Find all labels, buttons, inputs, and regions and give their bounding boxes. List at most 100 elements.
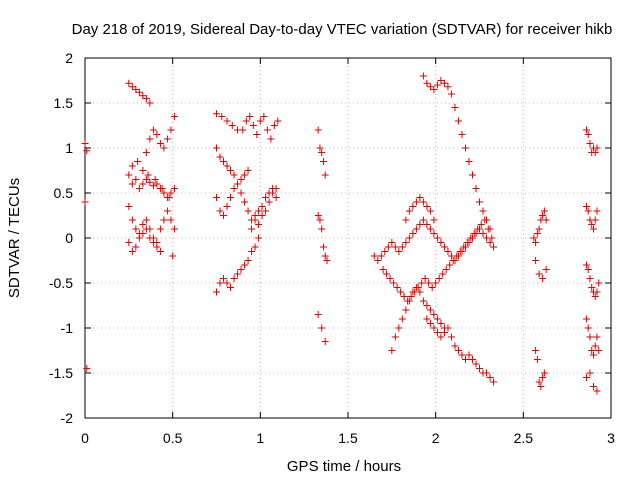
series-track-d: [125, 203, 178, 246]
data-point: [470, 230, 478, 237]
data-point: [591, 149, 599, 156]
data-point: [397, 288, 405, 296]
y-tick-label: -1.5: [49, 365, 73, 381]
data-point: [395, 324, 403, 332]
data-point: [216, 153, 224, 161]
data-point: [146, 135, 154, 143]
data-point: [170, 185, 178, 192]
data-point: [458, 131, 466, 138]
data-point: [228, 122, 236, 129]
data-point: [223, 203, 231, 210]
data-point: [458, 351, 466, 359]
data-point: [465, 351, 473, 359]
data-point: [586, 140, 594, 147]
y-tick-label: 0.5: [54, 185, 74, 201]
data-point: [460, 243, 468, 251]
data-point: [463, 239, 471, 246]
data-point: [425, 279, 433, 287]
y-tick-label: 1: [65, 140, 73, 156]
data-point: [426, 306, 434, 314]
series-track-w: [530, 207, 550, 246]
data-point: [426, 320, 434, 327]
data-point: [444, 83, 452, 91]
data-point: [128, 216, 136, 224]
data-point: [256, 117, 264, 125]
data-point: [156, 225, 164, 233]
data-marks: [81, 72, 603, 395]
data-point: [244, 167, 252, 174]
series-track-ad: [582, 369, 601, 395]
data-point: [167, 126, 175, 134]
data-point: [167, 216, 175, 224]
data-point: [409, 288, 417, 296]
data-point: [255, 234, 263, 242]
data-point: [589, 225, 597, 233]
data-point: [270, 122, 278, 129]
data-point: [449, 257, 457, 264]
series-track-ab: [582, 261, 603, 300]
data-point: [227, 284, 235, 291]
data-point: [535, 225, 543, 233]
data-point: [468, 356, 476, 363]
data-point: [153, 243, 161, 251]
data-point: [265, 198, 273, 206]
data-point: [395, 248, 403, 255]
data-point: [146, 178, 154, 186]
data-point: [321, 171, 329, 179]
data-point: [433, 329, 441, 336]
data-point: [262, 207, 270, 215]
data-point: [142, 176, 150, 183]
data-point: [433, 315, 441, 323]
data-point: [139, 167, 147, 174]
y-tick-label: -2: [61, 410, 74, 426]
x-tick-label: 1: [256, 430, 264, 446]
data-point: [213, 194, 220, 201]
series-track-y: [532, 347, 548, 390]
data-point: [593, 387, 601, 395]
data-point: [144, 171, 152, 179]
data-point: [490, 243, 498, 251]
series-track-v: [402, 194, 438, 224]
data-point: [223, 279, 231, 287]
data-point: [423, 221, 431, 228]
data-point: [220, 158, 228, 165]
data-point: [435, 275, 443, 282]
data-point: [405, 207, 413, 215]
x-tick-label: 3: [607, 430, 615, 446]
series-track-k: [213, 110, 242, 134]
data-point: [402, 239, 410, 246]
data-point: [430, 311, 438, 318]
data-point: [149, 182, 157, 190]
data-point: [134, 158, 142, 165]
data-point: [472, 185, 480, 192]
data-point: [213, 110, 220, 118]
data-point: [142, 95, 150, 102]
data-point: [216, 279, 224, 287]
data-point: [444, 324, 452, 332]
data-point: [542, 216, 550, 224]
data-point: [220, 212, 228, 219]
data-point: [488, 234, 496, 242]
data-point: [451, 342, 459, 350]
x-tick-label: 0: [81, 430, 89, 446]
x-axis-label: GPS time / hours: [287, 458, 401, 475]
series-track-q: [370, 216, 498, 264]
data-point: [262, 194, 270, 201]
data-point: [446, 261, 454, 269]
data-point: [593, 144, 601, 152]
data-point: [156, 140, 164, 147]
data-point: [532, 347, 540, 354]
data-point: [582, 261, 590, 269]
data-point: [391, 333, 399, 341]
data-point: [244, 207, 252, 215]
data-point: [402, 306, 410, 314]
data-point: [454, 347, 462, 354]
data-point: [319, 243, 327, 251]
data-point: [400, 293, 408, 300]
data-point: [160, 144, 168, 152]
data-point: [532, 239, 540, 246]
data-point: [132, 225, 140, 233]
data-point: [272, 194, 280, 201]
data-point: [128, 180, 136, 188]
chart-title: Day 218 of 2019, Sidereal Day-to-day VTE…: [72, 21, 613, 38]
